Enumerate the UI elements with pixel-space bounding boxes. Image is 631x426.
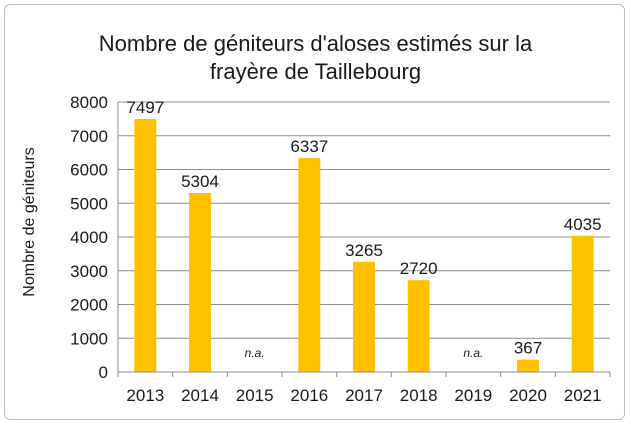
x-tick-label: 2017 <box>345 386 383 405</box>
bar <box>134 118 157 372</box>
data-label: 5304 <box>181 172 219 191</box>
chart-title-line-2: frayère de Taillebourg <box>209 59 422 84</box>
x-tick-label: 2020 <box>509 386 547 405</box>
data-label: 3265 <box>345 241 383 260</box>
x-tick-label: 2021 <box>564 386 602 405</box>
y-axis-label: Nombre de géniteurs <box>21 147 38 296</box>
x-tick-label: 2019 <box>454 386 492 405</box>
bar <box>189 192 211 372</box>
y-tick-label: 6000 <box>70 161 108 180</box>
axes: 0 1000 2000 3000 4000 5000 6000 7000 8000 2013 201… <box>70 93 611 405</box>
y-tick-label: 0 <box>99 363 108 382</box>
data-label: 7497 <box>126 98 164 117</box>
bar <box>517 359 539 372</box>
chart-title-line-1: Nombre de géniteurs d'aloses estimés sur… <box>98 31 533 56</box>
x-tick-label: 2015 <box>236 386 274 405</box>
bars <box>134 118 594 372</box>
y-tick-label: 8000 <box>70 93 108 112</box>
data-labels: 7497 5304 n.a. 6337 3265 2720 n.a. 367 4035 <box>126 98 601 360</box>
bar <box>353 261 375 372</box>
data-label: 2720 <box>400 259 438 278</box>
data-label: 4035 <box>564 215 602 234</box>
x-tick-label: 2014 <box>181 386 219 405</box>
y-tick-label: 2000 <box>70 296 108 315</box>
y-tick-label: 7000 <box>70 127 108 146</box>
y-tick-label: 3000 <box>70 262 108 281</box>
bar <box>298 158 321 372</box>
x-tick-label: 2018 <box>400 386 438 405</box>
bar <box>407 280 430 372</box>
y-tick-label: 4000 <box>70 228 108 247</box>
data-label: 367 <box>514 339 542 358</box>
y-tick-label: 1000 <box>70 329 108 348</box>
data-label: 6337 <box>290 137 328 156</box>
y-tick-label: 5000 <box>70 194 108 213</box>
bar <box>571 235 594 372</box>
data-label-na: n.a. <box>463 346 483 360</box>
data-label-na: n.a. <box>245 346 265 360</box>
x-tick-label: 2016 <box>290 386 328 405</box>
x-tick-label: 2013 <box>126 386 164 405</box>
